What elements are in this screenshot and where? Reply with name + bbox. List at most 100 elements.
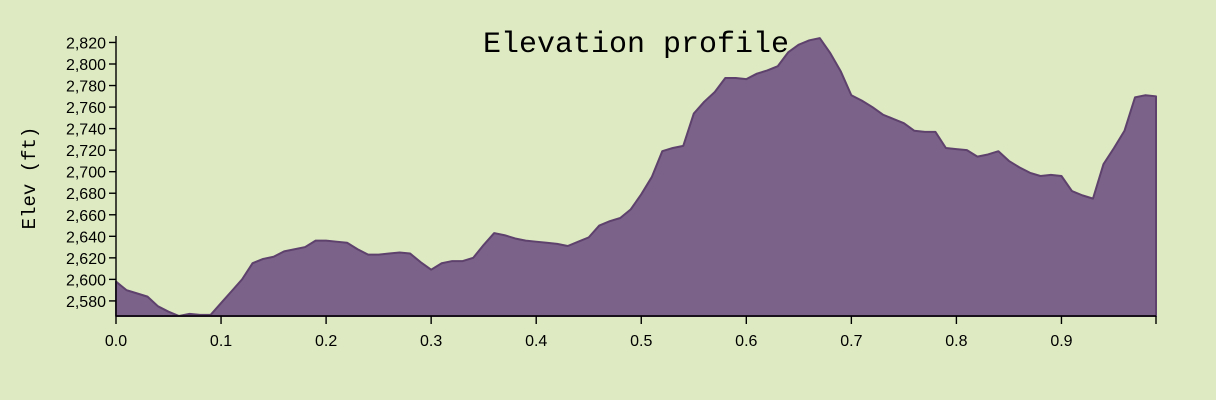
data-point — [272, 255, 275, 258]
data-point — [472, 256, 475, 259]
x-tick-label: 0.3 — [420, 333, 442, 350]
data-point — [241, 278, 244, 281]
y-tick-label: 2,740 — [66, 122, 106, 139]
x-tick-label: 0.4 — [525, 333, 547, 350]
data-point — [934, 130, 937, 133]
data-point — [661, 150, 664, 153]
y-tick-label: 2,780 — [66, 79, 106, 96]
data-point — [976, 155, 979, 158]
data-point — [367, 253, 370, 256]
data-point — [955, 148, 958, 151]
y-tick-label: 2,800 — [66, 57, 106, 74]
data-point — [304, 246, 307, 249]
data-point — [986, 153, 989, 156]
data-point — [797, 43, 800, 46]
data-point — [577, 240, 580, 243]
data-point — [1144, 94, 1147, 97]
data-point — [125, 289, 128, 292]
data-point — [120, 284, 123, 287]
data-point — [482, 243, 485, 246]
x-tick-label: 0.7 — [840, 333, 862, 350]
x-tick-label: 0.8 — [945, 333, 967, 350]
data-point — [755, 72, 758, 75]
data-point — [1018, 166, 1021, 169]
data-point — [902, 122, 905, 125]
data-point — [188, 312, 191, 315]
data-point — [692, 112, 695, 115]
data-point — [724, 77, 727, 80]
data-point — [545, 241, 548, 244]
data-point — [808, 39, 811, 42]
data-point — [388, 252, 391, 255]
data-point — [514, 237, 517, 240]
x-tick-label: 0.9 — [1050, 333, 1072, 350]
data-point — [1007, 159, 1010, 162]
x-tick-label: 0.6 — [735, 333, 757, 350]
data-point — [850, 94, 853, 97]
chart-title: Elevation profile — [483, 28, 789, 62]
axes: 0.0 0.1 0.2 0.3 0.4 0.5 0.6 0.7 0.8 0.9 2,580 2,600… — [66, 35, 1157, 350]
data-point — [1039, 175, 1042, 178]
y-tick-label: 2,820 — [66, 35, 106, 52]
data-point — [829, 52, 832, 55]
data-point — [1102, 163, 1105, 166]
data-point — [493, 232, 496, 235]
data-point — [965, 149, 968, 152]
data-point — [356, 248, 359, 251]
data-point — [629, 208, 632, 211]
data-point — [535, 240, 538, 243]
data-point — [262, 257, 265, 260]
data-point — [1155, 95, 1158, 98]
x-tick-label: 0.0 — [105, 333, 127, 350]
x-tick-label: 0.2 — [315, 333, 337, 350]
data-point — [997, 150, 1000, 153]
elevation-area — [115, 37, 1157, 317]
data-point — [776, 65, 779, 68]
data-point — [1091, 197, 1094, 200]
data-point — [860, 99, 863, 102]
data-point — [461, 260, 464, 263]
plot-area — [115, 37, 1158, 317]
data-point — [766, 69, 769, 72]
data-point — [587, 236, 590, 239]
data-point — [251, 262, 254, 265]
data-point — [713, 91, 716, 94]
data-point — [734, 77, 737, 80]
y-tick-label: 2,580 — [66, 294, 106, 311]
data-point — [503, 234, 506, 237]
data-point — [671, 147, 674, 150]
data-point — [871, 106, 874, 109]
data-point — [398, 251, 401, 254]
x-tick-label: 0.1 — [210, 333, 232, 350]
data-point — [598, 224, 601, 227]
data-point — [230, 290, 233, 293]
data-point — [430, 268, 433, 271]
data-point — [451, 260, 454, 263]
data-point — [1123, 129, 1126, 132]
data-point — [220, 302, 223, 305]
data-point — [293, 248, 296, 251]
data-point — [167, 310, 170, 313]
data-point — [1112, 147, 1115, 150]
data-point — [745, 78, 748, 81]
y-axis-label: Elev (ft) — [19, 127, 41, 230]
data-point — [283, 250, 286, 253]
y-tick-label: 2,660 — [66, 208, 106, 225]
data-point — [409, 252, 412, 255]
data-point — [1060, 175, 1063, 178]
y-tick-label: 2,680 — [66, 186, 106, 203]
data-point — [335, 240, 338, 243]
x-tick-label: 0.5 — [630, 333, 652, 350]
data-point — [703, 100, 706, 103]
data-point — [892, 117, 895, 120]
data-point — [640, 193, 643, 196]
data-point — [839, 70, 842, 73]
data-point — [1028, 171, 1031, 174]
data-point — [913, 129, 916, 132]
data-point — [944, 147, 947, 150]
data-point — [818, 37, 821, 40]
data-point — [377, 253, 380, 256]
y-tick-label: 2,640 — [66, 229, 106, 246]
data-point — [419, 261, 422, 264]
